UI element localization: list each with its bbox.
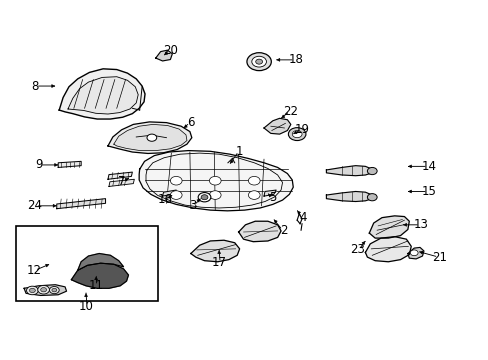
Text: 14: 14 xyxy=(421,160,435,173)
Polygon shape xyxy=(162,190,176,196)
Circle shape xyxy=(147,134,157,141)
Polygon shape xyxy=(407,247,423,259)
Text: 13: 13 xyxy=(413,218,427,231)
Polygon shape xyxy=(156,50,172,61)
Polygon shape xyxy=(78,253,123,270)
Polygon shape xyxy=(24,285,66,296)
Text: 22: 22 xyxy=(283,105,298,118)
Circle shape xyxy=(251,56,266,67)
Circle shape xyxy=(255,59,262,64)
Polygon shape xyxy=(264,190,276,196)
Circle shape xyxy=(246,53,271,71)
Polygon shape xyxy=(57,199,105,209)
Polygon shape xyxy=(139,150,293,211)
Text: 15: 15 xyxy=(421,185,435,198)
Polygon shape xyxy=(190,240,239,262)
Circle shape xyxy=(292,131,302,138)
Text: 3: 3 xyxy=(189,199,197,212)
Circle shape xyxy=(170,191,182,199)
Circle shape xyxy=(209,176,221,185)
Polygon shape xyxy=(108,122,191,153)
Text: 1: 1 xyxy=(235,145,243,158)
Circle shape xyxy=(26,286,38,295)
Polygon shape xyxy=(365,237,410,262)
Circle shape xyxy=(170,176,182,185)
Polygon shape xyxy=(71,263,128,288)
Text: 7: 7 xyxy=(118,175,125,188)
Text: 12: 12 xyxy=(26,264,41,277)
Text: 23: 23 xyxy=(349,243,365,256)
Polygon shape xyxy=(108,172,132,179)
Circle shape xyxy=(29,288,35,293)
Text: 10: 10 xyxy=(79,300,93,313)
Polygon shape xyxy=(264,118,290,134)
Circle shape xyxy=(52,288,57,292)
Text: 16: 16 xyxy=(158,193,173,206)
Polygon shape xyxy=(109,179,134,186)
Text: 4: 4 xyxy=(299,211,306,224)
Circle shape xyxy=(38,285,49,294)
Polygon shape xyxy=(68,77,138,114)
Text: 9: 9 xyxy=(35,158,42,171)
Polygon shape xyxy=(238,221,281,242)
Circle shape xyxy=(366,194,376,201)
Text: 17: 17 xyxy=(211,256,226,269)
Circle shape xyxy=(248,191,260,199)
Circle shape xyxy=(41,288,46,292)
Circle shape xyxy=(366,167,376,175)
Text: 2: 2 xyxy=(279,224,286,237)
Text: 18: 18 xyxy=(287,53,303,66)
Circle shape xyxy=(198,193,210,202)
Polygon shape xyxy=(326,192,371,202)
Text: 11: 11 xyxy=(88,279,103,292)
Polygon shape xyxy=(114,125,186,150)
Polygon shape xyxy=(326,166,371,176)
Circle shape xyxy=(288,128,305,140)
Polygon shape xyxy=(58,161,81,167)
Circle shape xyxy=(209,191,221,199)
Text: 19: 19 xyxy=(294,122,309,136)
Text: 6: 6 xyxy=(187,116,194,129)
Polygon shape xyxy=(368,216,408,238)
Polygon shape xyxy=(59,69,145,119)
Text: 20: 20 xyxy=(163,44,178,57)
Text: 8: 8 xyxy=(31,80,39,93)
Text: 5: 5 xyxy=(268,192,276,204)
Circle shape xyxy=(49,287,59,294)
Bar xyxy=(16,226,158,301)
Circle shape xyxy=(409,250,417,256)
Circle shape xyxy=(248,176,260,185)
Text: 24: 24 xyxy=(27,199,42,212)
Circle shape xyxy=(201,195,207,200)
Text: 21: 21 xyxy=(431,251,446,264)
